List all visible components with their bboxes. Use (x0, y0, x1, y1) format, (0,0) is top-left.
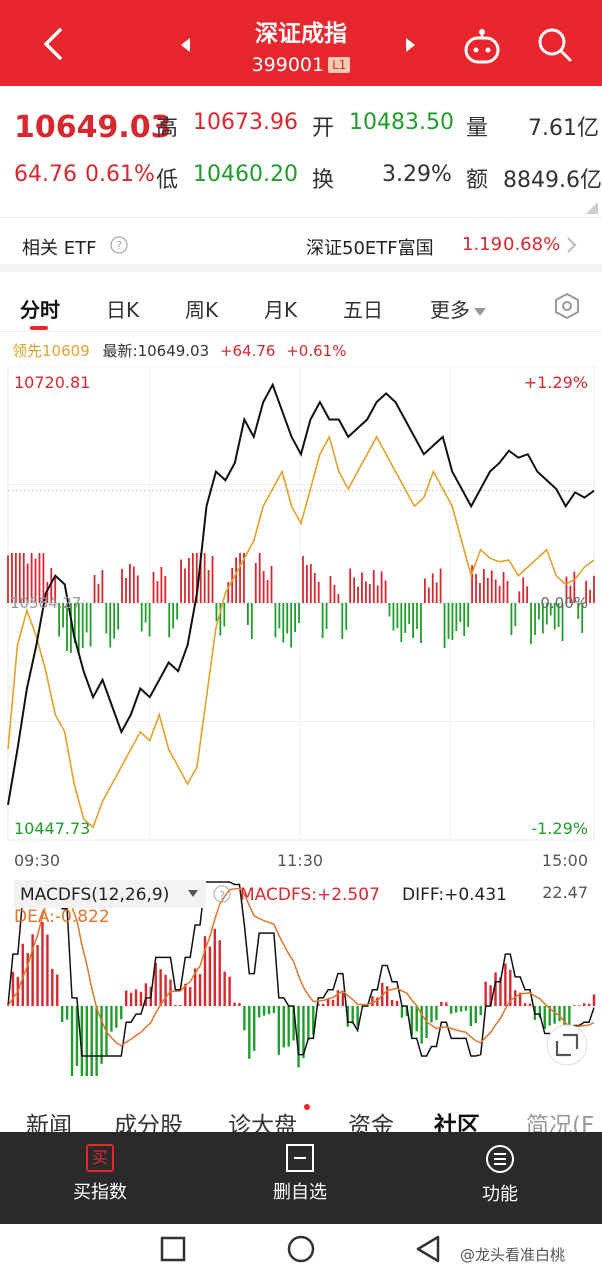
open-label: 开 (312, 116, 335, 141)
volume-bars (7, 553, 595, 653)
buy-index-button[interactable]: 买 买指数 (40, 1144, 160, 1204)
open-value: 10483.50 (349, 110, 454, 135)
chart-grid (7, 366, 595, 841)
prev-index-icon[interactable] (178, 36, 192, 54)
tab-more-label: 更多 (430, 298, 470, 322)
back-arrow-icon[interactable] (38, 24, 72, 64)
etf-label: 相关 ETF (22, 238, 97, 259)
active-tab-indicator (30, 326, 48, 330)
turnover-label: 换 (312, 168, 335, 193)
y-min-label: 10447.73 (14, 819, 90, 838)
bottom-action-bar: 买 买指数 删自选 功能 (0, 1132, 602, 1224)
turnover-value: 3.29% (382, 162, 452, 187)
fullscreen-icon[interactable] (546, 1024, 588, 1066)
tab-more[interactable]: 更多 (430, 294, 487, 323)
app-header: 深证成指 399001 L1 (0, 0, 602, 86)
low-value: 10460.20 (193, 162, 298, 187)
x-tick-end: 15:00 (542, 851, 588, 870)
expand-corner-icon[interactable] (586, 202, 598, 214)
tab-intraday[interactable]: 分时 (20, 298, 60, 322)
etf-price: 1.19 (462, 234, 503, 255)
search-icon[interactable] (536, 26, 574, 64)
volume-value: 7.61亿 (528, 116, 599, 141)
chevron-right-icon (567, 237, 577, 253)
tab-weekly-k[interactable]: 周K (185, 298, 219, 322)
intraday-chart[interactable]: 10720.81 +1.29% 10584.27 0.00% 10447.73 … (0, 366, 602, 1086)
amount-value: 8849.6亿 (503, 168, 602, 193)
system-nav-bar (0, 1224, 602, 1272)
level-badge: L1 (328, 57, 351, 73)
index-code: 399001 L1 (0, 54, 602, 76)
x-tick-start: 09:30 (14, 851, 60, 870)
high-label: 高 (156, 116, 179, 141)
macd-top-label: 22.47 (542, 883, 588, 902)
macd-bars (8, 922, 596, 1076)
etf-name: 深证50ETF富国 (306, 238, 434, 259)
page-title: 深证成指 (255, 21, 347, 47)
quote-panel: 10649.03 64.76 0.61% 高 10673.96 低 10460.… (0, 86, 602, 218)
svg-text:?: ? (116, 239, 122, 252)
help-icon[interactable]: ? (110, 236, 128, 254)
related-etf-row[interactable]: 相关 ETF ? 深证50ETF富国 1.19 0.68% (0, 220, 602, 272)
settings-icon[interactable] (553, 292, 581, 320)
watermark: @龙头看准白桃 (460, 1246, 566, 1264)
price-line (7, 382, 595, 805)
function-button[interactable]: 功能 (440, 1144, 560, 1206)
amount-label: 额 (466, 168, 489, 193)
prev-close-label: 10584.27 (10, 594, 82, 612)
next-index-icon[interactable] (404, 36, 418, 54)
pct-min-label: -1.29% (531, 819, 588, 838)
back-icon[interactable] (414, 1234, 442, 1264)
change-value: 64.76 (14, 162, 77, 187)
legend-change: +64.76 (219, 342, 276, 360)
info-tabs: 新闻 成分股 诊大盘 资金 社区 简况(F (0, 1098, 602, 1139)
high-value: 10673.96 (193, 110, 298, 135)
diff-line (7, 881, 595, 1057)
volume-label: 量 (466, 116, 489, 141)
pct-max-label: +1.29% (524, 373, 588, 392)
macd-help-mark: ? (219, 889, 225, 902)
etf-percent: 0.68% (503, 234, 561, 255)
macd-selector[interactable] (14, 880, 206, 908)
current-price: 10649.03 (14, 110, 172, 145)
function-label: 功能 (482, 1184, 518, 1205)
notification-dot (304, 1104, 310, 1110)
pct-zero-label: 0.00% (540, 594, 588, 612)
change-percent: 0.61% (85, 162, 155, 187)
remove-watchlist-button[interactable]: 删自选 (240, 1144, 360, 1204)
dropdown-triangle-icon (474, 308, 486, 316)
latest-value: 最新:10649.03 (102, 342, 210, 360)
tab-daily-k[interactable]: 日K (106, 298, 140, 322)
y-max-label: 10720.81 (14, 373, 90, 392)
menu-circle-icon (486, 1145, 514, 1173)
dea-line (7, 883, 595, 1047)
leader-line (7, 434, 595, 829)
recent-apps-icon[interactable] (160, 1236, 186, 1262)
macdfs-label: MACDFS:+2.507 (240, 885, 380, 905)
diff-label: DIFF:+0.431 (402, 885, 507, 905)
buy-index-label: 买指数 (73, 1182, 127, 1203)
low-label: 低 (156, 168, 179, 193)
home-icon[interactable] (286, 1234, 316, 1264)
tab-five-day[interactable]: 五日 (343, 298, 383, 322)
chart-tabs: 分时 日K 周K 月K 五日 更多 (0, 282, 602, 332)
buy-icon: 买 (86, 1144, 114, 1172)
legend-percent: +0.61% (286, 342, 347, 360)
dea-label: DEA:-0.822 (14, 907, 110, 927)
code-text: 399001 (251, 54, 325, 76)
remove-watchlist-label: 删自选 (273, 1182, 327, 1203)
x-tick-mid: 11:30 (277, 851, 323, 870)
macd-selector-label: MACDFS(12,26,9) (20, 885, 169, 905)
macd-dropdown-icon (188, 890, 198, 897)
leader-label: 领先 (12, 342, 43, 360)
minus-box-icon (286, 1144, 314, 1172)
macd-help-icon[interactable] (213, 885, 231, 903)
leader-value: 10609 (42, 342, 90, 360)
robot-icon[interactable] (461, 26, 503, 66)
tab-monthly-k[interactable]: 月K (264, 298, 298, 322)
chart-legend: 领先10609 最新:10649.03 +64.76 +0.61% (12, 340, 346, 361)
